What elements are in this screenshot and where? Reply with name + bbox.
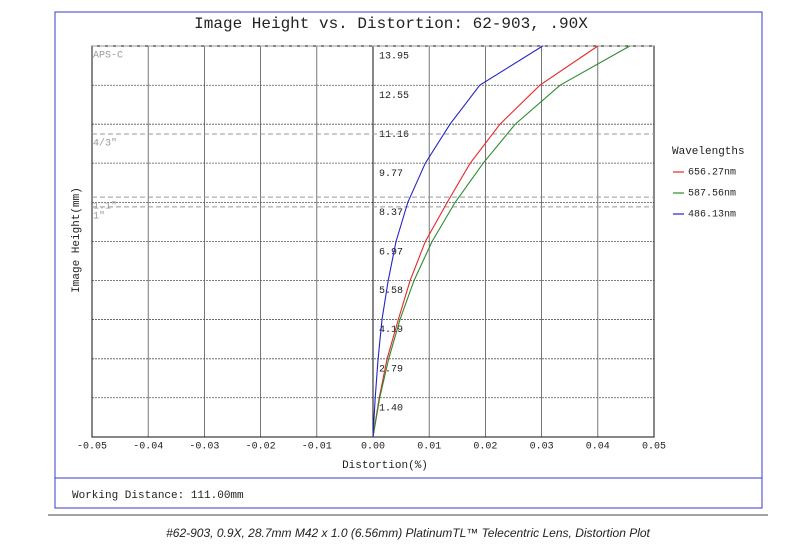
y-tick-label: 8.37 bbox=[379, 208, 403, 219]
y-tick-label: 13.95 bbox=[379, 52, 409, 63]
x-tick-label: 0.05 bbox=[642, 442, 666, 453]
legend-label: 656.27nm bbox=[688, 168, 736, 179]
y-tick-label: 12.55 bbox=[379, 91, 409, 102]
sensor-label: 4/3" bbox=[93, 138, 117, 150]
x-tick-label: 0.02 bbox=[473, 442, 497, 453]
series-line bbox=[372, 45, 543, 438]
x-axis-label: Distortion(%) bbox=[342, 460, 428, 472]
legend-label: 587.56nm bbox=[688, 189, 736, 200]
y-tick-label: 11.16 bbox=[379, 130, 409, 141]
series-line bbox=[372, 45, 631, 438]
legend-label: 486.13nm bbox=[688, 210, 736, 221]
y-tick-label: 4.19 bbox=[379, 325, 403, 336]
x-tick-label: -0.02 bbox=[246, 442, 276, 453]
y-tick-label: 6.97 bbox=[379, 247, 403, 258]
x-tick-label: -0.03 bbox=[189, 442, 219, 453]
y-tick-label: 1.40 bbox=[379, 403, 403, 414]
y-axis-label: Image Height(mm) bbox=[71, 187, 83, 293]
sensor-label: 1" bbox=[93, 211, 105, 223]
x-tick-label: 0.04 bbox=[586, 442, 610, 453]
x-tick-label: 0.03 bbox=[530, 442, 554, 453]
footer-text: Working Distance: 111.00mm bbox=[72, 490, 244, 502]
y-tick-label: 9.77 bbox=[379, 169, 403, 180]
y-tick-label: 5.58 bbox=[379, 286, 403, 297]
series-line bbox=[372, 45, 599, 438]
outer-frame bbox=[54, 11, 763, 509]
legend-title: Wavelengths bbox=[672, 146, 745, 158]
x-tick-label: -0.05 bbox=[77, 442, 107, 453]
x-tick-label: 0.00 bbox=[361, 442, 385, 453]
x-tick-label: -0.04 bbox=[133, 442, 163, 453]
x-tick-label: 0.01 bbox=[417, 442, 441, 453]
x-tick-label: -0.01 bbox=[302, 442, 332, 453]
y-tick-label: 2.79 bbox=[379, 364, 403, 375]
sensor-label: 1.1" bbox=[93, 201, 117, 213]
chart-title: Image Height vs. Distortion: 62-903, .90… bbox=[194, 15, 588, 33]
sensor-label: APS-C bbox=[93, 51, 123, 62]
caption: #62-903, 0.9X, 28.7mm M42 x 1.0 (6.56mm)… bbox=[166, 526, 650, 540]
